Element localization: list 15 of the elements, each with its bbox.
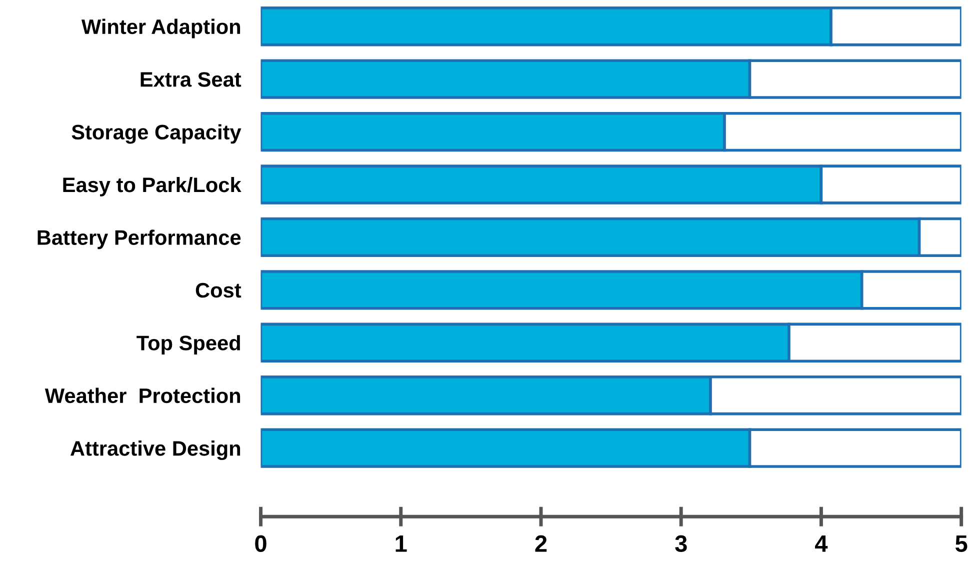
x-tick-label: 4 (815, 536, 828, 552)
y-tick-label: Cost (196, 282, 242, 298)
y-tick-label: Easy to Park/Lock (63, 176, 242, 196)
y-tick-label: Battery Performance (38, 230, 241, 250)
y-tick-label: Attractive Design (70, 440, 240, 460)
x-tick-label: 0 (255, 535, 266, 552)
x-tick-label: 2 (535, 535, 547, 552)
x-tick-label: 3 (675, 535, 687, 552)
x-tick-label: 5 (955, 536, 968, 552)
x-tick-label: 1 (396, 536, 407, 552)
y-tick-label: Winter Adaption (81, 18, 240, 38)
y-tick-label: Extra Seat (140, 72, 242, 87)
y-tick-label: Storage Capacity (72, 124, 242, 144)
y-tick-label: Top Speed (136, 335, 240, 355)
y-tick-label: Weather Protection (44, 388, 240, 404)
